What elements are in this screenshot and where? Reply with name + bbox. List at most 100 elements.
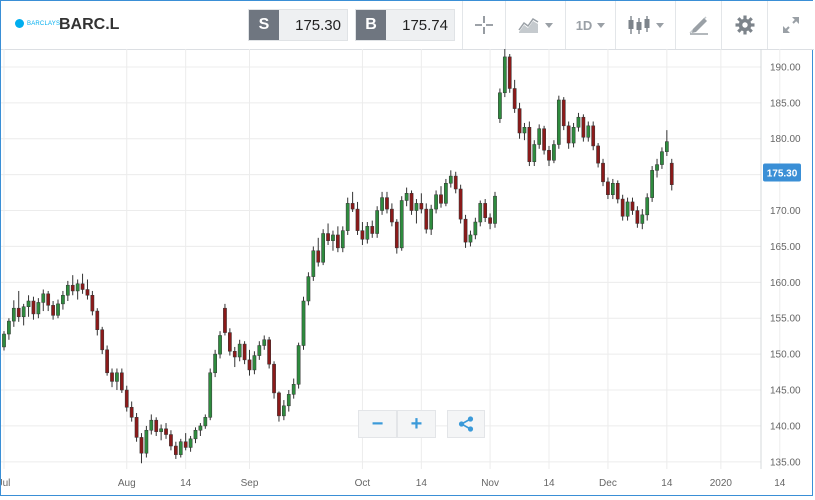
candle-body — [51, 305, 55, 316]
buy-tag: B — [356, 10, 386, 40]
candle-body — [115, 372, 119, 382]
candle-body — [660, 151, 664, 165]
candle — [85, 279, 90, 300]
candle — [321, 229, 325, 266]
candle-body — [326, 233, 330, 241]
candle — [556, 95, 561, 149]
candle-body — [208, 372, 213, 418]
candle-body — [552, 144, 556, 161]
buy-price: 175.74 — [402, 17, 448, 34]
candle-body — [601, 162, 605, 183]
candle-body — [669, 162, 674, 185]
candle-body — [277, 392, 281, 417]
candle — [493, 191, 497, 228]
candle — [537, 124, 542, 149]
candle — [439, 186, 443, 208]
candle — [606, 177, 610, 200]
candle-body — [404, 193, 409, 201]
candle-body — [517, 108, 522, 134]
candle — [7, 318, 11, 340]
candle-body — [316, 250, 321, 263]
candle-body — [267, 339, 271, 365]
candle — [635, 206, 640, 228]
settings-button[interactable] — [721, 1, 767, 49]
candle-body — [630, 201, 635, 211]
candle-body — [296, 345, 301, 385]
candle-body — [188, 438, 193, 448]
candle — [311, 246, 316, 281]
candle-body — [620, 198, 625, 217]
timeframe-button[interactable]: 1D — [565, 1, 615, 49]
candle — [591, 121, 596, 151]
candle-body — [409, 193, 414, 211]
draw-tools-button[interactable] — [675, 1, 721, 49]
instrument-symbol: BARC.L — [59, 16, 120, 33]
candle — [115, 368, 119, 391]
candle-body — [75, 283, 80, 292]
candle — [144, 425, 149, 458]
current-price-tag: 175.30 — [763, 163, 801, 182]
candle — [149, 414, 154, 435]
chart-style-button[interactable] — [505, 1, 565, 49]
candle-body — [375, 210, 380, 234]
candle-body — [144, 429, 149, 454]
candle-type-button[interactable] — [615, 1, 675, 49]
x-tick-label: Aug — [118, 478, 136, 489]
candle — [228, 328, 232, 356]
candle-body — [483, 203, 488, 218]
x-tick-label: Sep — [241, 478, 259, 489]
candle-body — [2, 333, 6, 348]
candle-body — [655, 164, 659, 171]
candle — [419, 193, 424, 214]
y-tick-label: 145.00 — [770, 386, 801, 397]
candle-body — [26, 300, 31, 307]
candle-body — [625, 201, 630, 217]
candle — [424, 203, 429, 234]
crosshair-button[interactable] — [462, 1, 505, 49]
expand-icon — [783, 17, 799, 33]
candle — [630, 197, 635, 215]
candle-body — [606, 181, 610, 195]
candle — [365, 222, 370, 244]
candle — [385, 191, 389, 214]
candle-body — [586, 125, 591, 138]
candle-body — [424, 208, 429, 230]
x-tick-label: 2020 — [710, 478, 733, 489]
barclays-logo: BARCLAYS — [15, 19, 60, 28]
candle — [350, 191, 355, 212]
candle — [164, 423, 168, 439]
y-tick-label: 170.00 — [770, 206, 801, 217]
chart-grid — [1, 49, 781, 469]
candle-body — [149, 419, 154, 431]
candle — [16, 290, 21, 322]
candle — [75, 279, 80, 300]
x-tick-label: Jul — [1, 478, 10, 489]
zoom-in-button[interactable]: + — [397, 410, 436, 438]
toolbar: BARCLAYS BARC.L S 175.30 B 175.74 1D — [1, 1, 814, 50]
candle-body — [198, 425, 203, 431]
candle — [414, 199, 419, 224]
x-tick-label: Dec — [599, 478, 617, 489]
price-chart[interactable]: 190.00185.00180.00175.00170.00165.00160.… — [1, 49, 813, 496]
expand-button[interactable] — [767, 1, 814, 49]
candle — [208, 368, 213, 421]
sell-price-box[interactable]: S 175.30 — [248, 9, 348, 41]
share-button[interactable] — [447, 410, 485, 438]
candle — [380, 191, 384, 215]
candle — [336, 226, 340, 253]
buy-price-box[interactable]: B 175.74 — [355, 9, 455, 41]
candle — [478, 200, 483, 227]
zoom-out-button[interactable]: − — [358, 410, 397, 438]
candle — [51, 301, 55, 320]
candle-body — [232, 351, 237, 358]
candle-body — [399, 200, 404, 249]
candle-body — [223, 307, 227, 333]
candle — [345, 197, 350, 235]
candle — [331, 230, 335, 251]
candle — [458, 184, 463, 224]
chevron-down-icon — [545, 22, 553, 28]
candle-body — [11, 307, 16, 322]
candle-body — [502, 56, 507, 94]
candle-body — [306, 276, 311, 302]
candle-body — [650, 170, 654, 198]
